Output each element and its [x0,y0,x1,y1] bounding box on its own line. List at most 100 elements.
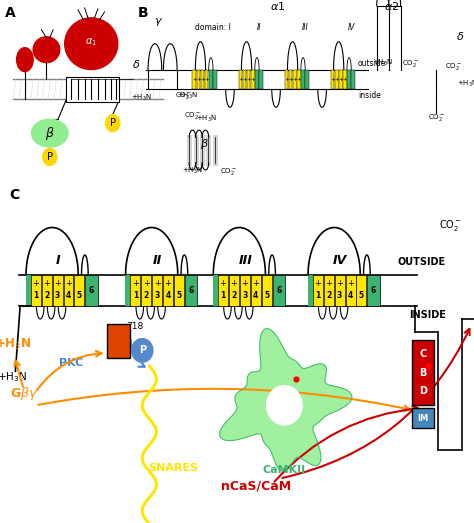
Text: +: + [65,279,72,289]
Text: +: + [330,77,335,82]
Text: +: + [230,279,237,289]
Text: CO$_2^-$: CO$_2^-$ [184,110,201,121]
Bar [289,70,292,89]
Bar [412,408,434,428]
Text: 5: 5 [264,291,269,300]
Text: 2: 2 [144,291,149,300]
Bar [66,76,119,103]
Text: CO$_2^-$: CO$_2^-$ [439,218,462,233]
Text: $\alpha 2$: $\alpha 2$ [384,0,400,12]
Text: 5: 5 [176,291,182,300]
Bar [26,275,31,306]
Ellipse shape [106,115,120,132]
Bar [251,275,261,306]
Text: 718: 718 [127,323,144,332]
Bar [42,275,52,306]
Text: +: + [325,279,332,289]
Text: 4: 4 [253,291,258,300]
Text: +: + [336,279,343,289]
Bar [209,70,212,89]
Text: +: + [200,77,205,82]
Bar [335,275,345,306]
Text: 3: 3 [55,291,60,300]
Text: P: P [47,152,53,162]
Text: I: I [56,254,60,267]
Text: +: + [54,279,61,289]
Text: B: B [419,368,427,378]
Text: 4: 4 [66,291,71,300]
Text: +: + [338,77,343,82]
Text: CO$_2^-$: CO$_2^-$ [402,58,419,69]
Text: D: D [419,386,427,396]
Bar [185,275,197,306]
Bar [201,70,204,89]
Text: +: + [196,77,201,82]
Bar [313,275,323,306]
Text: 4: 4 [348,291,353,300]
Circle shape [132,338,153,362]
Bar [301,70,305,89]
Text: 6: 6 [89,286,94,295]
Text: 6: 6 [276,286,282,295]
Text: P: P [110,118,116,128]
Bar [339,70,343,89]
Bar [259,70,263,89]
Circle shape [266,385,302,425]
Bar [262,275,272,306]
Bar [152,275,162,306]
Text: +: + [296,77,301,82]
Bar [192,70,196,89]
Text: $\delta$: $\delta$ [456,30,465,42]
Bar [229,275,239,306]
Bar [351,70,355,89]
Text: +H$_3$N: +H$_3$N [457,78,474,89]
Bar [205,70,209,89]
Text: CO$_2^-$: CO$_2^-$ [428,112,445,123]
Text: SNARES: SNARES [148,463,198,473]
Bar [335,70,338,89]
Bar [64,275,73,306]
Text: +H$_3$N: +H$_3$N [131,93,152,103]
Text: +: + [242,77,247,82]
Polygon shape [219,328,352,471]
Text: nCaS/CaM: nCaS/CaM [221,479,291,492]
Bar [85,275,98,306]
Text: +: + [132,279,139,289]
Bar [197,70,201,89]
Ellipse shape [64,18,118,70]
Bar [273,275,285,306]
Text: +: + [288,77,293,82]
Text: $\delta$: $\delta$ [132,58,140,70]
Text: +: + [250,77,255,82]
Text: 1: 1 [220,291,226,300]
Bar [213,275,218,306]
Ellipse shape [33,37,60,63]
Text: +: + [154,279,161,289]
Text: +: + [314,279,321,289]
Ellipse shape [31,119,68,147]
Text: +H$_3$N: +H$_3$N [372,58,392,68]
Text: +H$_3$N: +H$_3$N [182,166,203,176]
Bar [174,275,184,306]
Bar [31,275,41,306]
Text: $\alpha 1$: $\alpha 1$ [270,0,285,12]
Text: P: P [138,345,146,356]
Text: +: + [292,77,297,82]
Text: 3: 3 [155,291,160,300]
Text: +: + [252,279,259,289]
Bar [297,70,301,89]
Text: +: + [342,77,347,82]
Bar [213,70,217,89]
Text: B: B [138,6,148,20]
Text: 2: 2 [326,291,331,300]
Text: IV: IV [333,254,347,267]
Bar [163,275,173,306]
Bar [141,275,151,306]
Text: INSIDE: INSIDE [409,310,446,320]
Text: IV: IV [347,23,355,32]
Text: $\alpha_1$: $\alpha_1$ [85,36,97,48]
Bar [240,275,250,306]
Text: 2: 2 [231,291,237,300]
Text: 1: 1 [315,291,320,300]
Text: +: + [241,279,248,289]
